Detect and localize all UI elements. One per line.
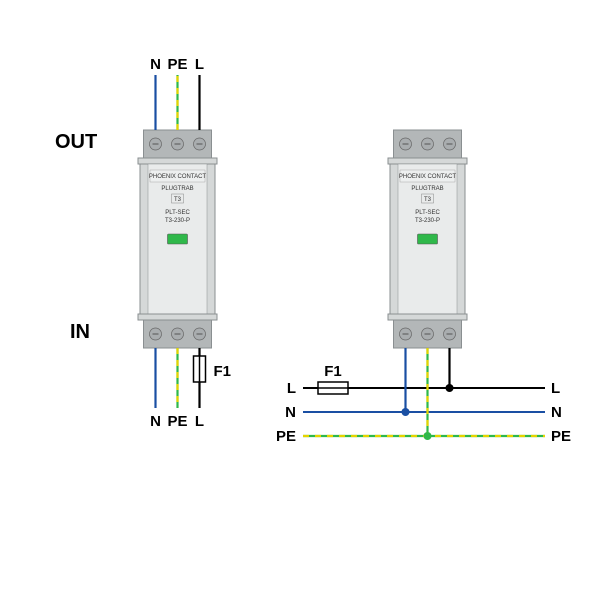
- svg-text:L: L: [551, 380, 560, 397]
- svg-text:PE: PE: [551, 428, 571, 445]
- label-out: OUT: [55, 131, 97, 153]
- svg-text:T3: T3: [174, 197, 182, 203]
- svg-text:PE: PE: [276, 428, 296, 445]
- label-F1-left: F1: [214, 363, 232, 380]
- svg-text:T3: T3: [424, 197, 432, 203]
- label-L-top: L: [195, 56, 204, 73]
- svg-text:N: N: [551, 404, 562, 421]
- svg-text:L: L: [287, 380, 296, 397]
- label-PE-top: PE: [167, 56, 187, 73]
- svg-text:PE: PE: [167, 413, 187, 430]
- svg-text:T3-230-P: T3-230-P: [165, 218, 190, 224]
- label-F1-right: F1: [324, 363, 342, 380]
- svg-text:PHOENIX CONTACT: PHOENIX CONTACT: [149, 174, 207, 180]
- svg-text:L: L: [195, 413, 204, 430]
- svg-text:PLT-SEC: PLT-SEC: [415, 210, 440, 216]
- surge-module: PHOENIX CONTACT PLUGTRAB T3 PLT-SEC T3-230-P: [388, 130, 467, 348]
- surge-module: PHOENIX CONTACT PLUGTRAB T3 PLT-SEC T3-230-P: [138, 130, 217, 348]
- svg-text:PLUGTRAB: PLUGTRAB: [411, 186, 443, 192]
- svg-text:PLUGTRAB: PLUGTRAB: [161, 186, 193, 192]
- svg-text:PHOENIX CONTACT: PHOENIX CONTACT: [399, 174, 457, 180]
- label-N-top: N: [150, 56, 161, 73]
- svg-text:T3-230-P: T3-230-P: [415, 218, 440, 224]
- svg-text:N: N: [150, 413, 161, 430]
- svg-text:N: N: [285, 404, 296, 421]
- label-in: IN: [70, 321, 90, 343]
- svg-text:PLT-SEC: PLT-SEC: [165, 210, 190, 216]
